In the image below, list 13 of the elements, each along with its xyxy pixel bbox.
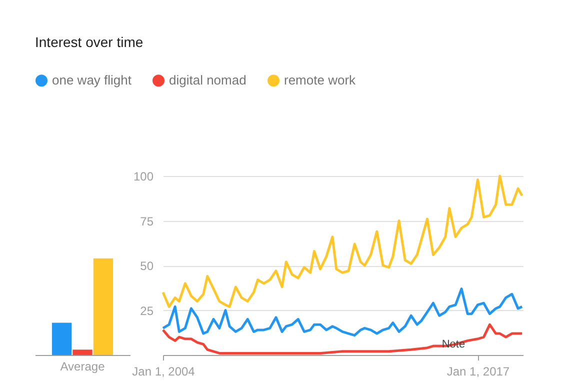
y-tick-label: 75 <box>140 214 154 228</box>
x-tick-label: Average <box>60 360 106 374</box>
x-tick-label: Jan 1, 2017 <box>446 364 510 378</box>
y-tick-label: 100 <box>133 170 154 184</box>
chart-title: Interest over time <box>35 34 144 50</box>
line-series <box>162 174 524 308</box>
legend-label: remote work <box>284 72 356 88</box>
legend-label: one way flight <box>52 72 132 88</box>
legend-label: digital nomad <box>169 72 246 88</box>
y-tick-label: 50 <box>140 259 154 273</box>
x-tick-label: Jan 1, 2004 <box>132 364 196 378</box>
y-tick-label: 25 <box>140 304 154 318</box>
line-series <box>162 288 524 337</box>
